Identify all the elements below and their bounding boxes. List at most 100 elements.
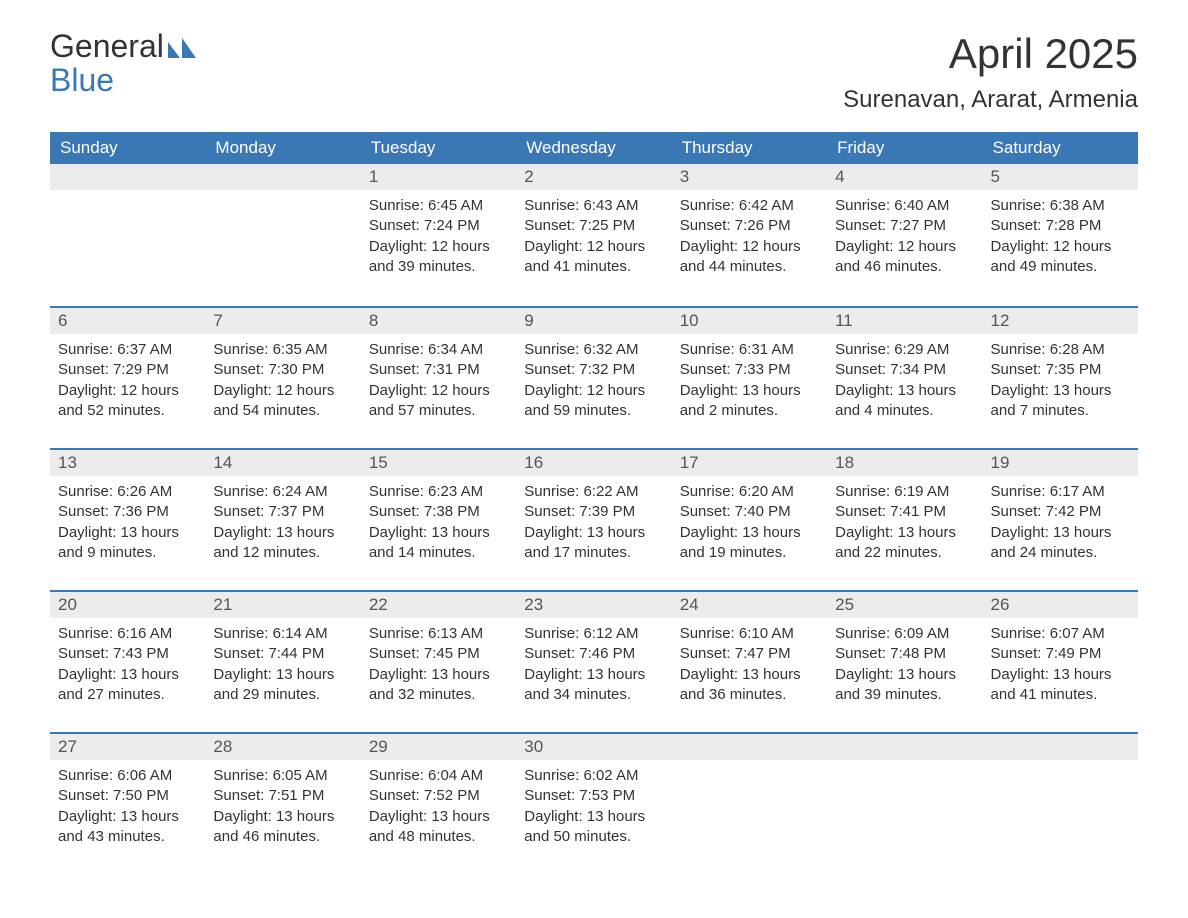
- day-body: Sunrise: 6:07 AMSunset: 7:49 PMDaylight:…: [983, 618, 1138, 709]
- calendar-cell: 16Sunrise: 6:22 AMSunset: 7:39 PMDayligh…: [516, 448, 671, 590]
- day-body: Sunrise: 6:32 AMSunset: 7:32 PMDaylight:…: [516, 334, 671, 425]
- sunrise-line: Sunrise: 6:40 AM: [835, 196, 974, 216]
- sunrise-line: Sunrise: 6:14 AM: [213, 624, 352, 644]
- sunrise-line: Sunrise: 6:32 AM: [524, 340, 663, 360]
- sunrise-line: Sunrise: 6:34 AM: [369, 340, 508, 360]
- day-number: 12: [983, 306, 1138, 334]
- logo: General Blue: [50, 30, 196, 97]
- day-body: Sunrise: 6:31 AMSunset: 7:33 PMDaylight:…: [672, 334, 827, 425]
- daylight-line: Daylight: 13 hours and 14 minutes.: [369, 523, 508, 564]
- sunrise-line: Sunrise: 6:20 AM: [680, 482, 819, 502]
- day-number: 13: [50, 448, 205, 476]
- page-header: General Blue April 2025 Surenavan, Arara…: [50, 30, 1138, 114]
- day-number: 26: [983, 590, 1138, 618]
- calendar-cell: [205, 164, 360, 306]
- sunrise-line: Sunrise: 6:16 AM: [58, 624, 197, 644]
- day-number: 20: [50, 590, 205, 618]
- day-number: 8: [361, 306, 516, 334]
- daylight-line: Daylight: 12 hours and 52 minutes.: [58, 381, 197, 422]
- day-body: Sunrise: 6:20 AMSunset: 7:40 PMDaylight:…: [672, 476, 827, 567]
- day-number: [827, 732, 982, 760]
- day-number: [983, 732, 1138, 760]
- day-body: Sunrise: 6:42 AMSunset: 7:26 PMDaylight:…: [672, 190, 827, 281]
- daylight-line: Daylight: 12 hours and 59 minutes.: [524, 381, 663, 422]
- calendar-cell: 6Sunrise: 6:37 AMSunset: 7:29 PMDaylight…: [50, 306, 205, 448]
- calendar-cell: [827, 732, 982, 874]
- daylight-line: Daylight: 13 hours and 12 minutes.: [213, 523, 352, 564]
- calendar-cell: 28Sunrise: 6:05 AMSunset: 7:51 PMDayligh…: [205, 732, 360, 874]
- day-body: Sunrise: 6:35 AMSunset: 7:30 PMDaylight:…: [205, 334, 360, 425]
- sunrise-line: Sunrise: 6:35 AM: [213, 340, 352, 360]
- daylight-line: Daylight: 12 hours and 39 minutes.: [369, 237, 508, 278]
- month-title: April 2025: [843, 30, 1138, 78]
- day-body: Sunrise: 6:06 AMSunset: 7:50 PMDaylight:…: [50, 760, 205, 851]
- calendar-cell: 26Sunrise: 6:07 AMSunset: 7:49 PMDayligh…: [983, 590, 1138, 732]
- weekday-header: Wednesday: [516, 132, 671, 164]
- day-body: Sunrise: 6:14 AMSunset: 7:44 PMDaylight:…: [205, 618, 360, 709]
- daylight-line: Daylight: 13 hours and 36 minutes.: [680, 665, 819, 706]
- calendar-cell: 22Sunrise: 6:13 AMSunset: 7:45 PMDayligh…: [361, 590, 516, 732]
- day-body: Sunrise: 6:23 AMSunset: 7:38 PMDaylight:…: [361, 476, 516, 567]
- calendar-cell: 1Sunrise: 6:45 AMSunset: 7:24 PMDaylight…: [361, 164, 516, 306]
- day-number: 15: [361, 448, 516, 476]
- day-number: 9: [516, 306, 671, 334]
- logo-text-1: General: [50, 30, 164, 64]
- calendar-row: 1Sunrise: 6:45 AMSunset: 7:24 PMDaylight…: [50, 164, 1138, 306]
- daylight-line: Daylight: 12 hours and 49 minutes.: [991, 237, 1130, 278]
- sunset-line: Sunset: 7:53 PM: [524, 786, 663, 806]
- day-number: 3: [672, 164, 827, 190]
- sunset-line: Sunset: 7:25 PM: [524, 216, 663, 236]
- day-number: 18: [827, 448, 982, 476]
- day-body: Sunrise: 6:22 AMSunset: 7:39 PMDaylight:…: [516, 476, 671, 567]
- calendar-cell: 19Sunrise: 6:17 AMSunset: 7:42 PMDayligh…: [983, 448, 1138, 590]
- day-body: Sunrise: 6:05 AMSunset: 7:51 PMDaylight:…: [205, 760, 360, 851]
- calendar-cell: 2Sunrise: 6:43 AMSunset: 7:25 PMDaylight…: [516, 164, 671, 306]
- calendar-cell: 30Sunrise: 6:02 AMSunset: 7:53 PMDayligh…: [516, 732, 671, 874]
- daylight-line: Daylight: 13 hours and 46 minutes.: [213, 807, 352, 848]
- calendar-cell: 17Sunrise: 6:20 AMSunset: 7:40 PMDayligh…: [672, 448, 827, 590]
- day-body: Sunrise: 6:10 AMSunset: 7:47 PMDaylight:…: [672, 618, 827, 709]
- day-body: Sunrise: 6:37 AMSunset: 7:29 PMDaylight:…: [50, 334, 205, 425]
- sunset-line: Sunset: 7:44 PM: [213, 644, 352, 664]
- sunset-line: Sunset: 7:31 PM: [369, 360, 508, 380]
- daylight-line: Daylight: 13 hours and 32 minutes.: [369, 665, 508, 706]
- sunrise-line: Sunrise: 6:38 AM: [991, 196, 1130, 216]
- sunset-line: Sunset: 7:36 PM: [58, 502, 197, 522]
- day-number: 10: [672, 306, 827, 334]
- daylight-line: Daylight: 13 hours and 7 minutes.: [991, 381, 1130, 422]
- day-number: 23: [516, 590, 671, 618]
- day-number: 28: [205, 732, 360, 760]
- calendar-cell: 13Sunrise: 6:26 AMSunset: 7:36 PMDayligh…: [50, 448, 205, 590]
- title-block: April 2025 Surenavan, Ararat, Armenia: [843, 30, 1138, 114]
- day-body: Sunrise: 6:13 AMSunset: 7:45 PMDaylight:…: [361, 618, 516, 709]
- sunset-line: Sunset: 7:45 PM: [369, 644, 508, 664]
- calendar-cell: 25Sunrise: 6:09 AMSunset: 7:48 PMDayligh…: [827, 590, 982, 732]
- weekday-header: Thursday: [672, 132, 827, 164]
- calendar-row: 20Sunrise: 6:16 AMSunset: 7:43 PMDayligh…: [50, 590, 1138, 732]
- sunrise-line: Sunrise: 6:02 AM: [524, 766, 663, 786]
- day-body: Sunrise: 6:45 AMSunset: 7:24 PMDaylight:…: [361, 190, 516, 281]
- calendar-cell: 24Sunrise: 6:10 AMSunset: 7:47 PMDayligh…: [672, 590, 827, 732]
- day-number: [50, 164, 205, 190]
- daylight-line: Daylight: 13 hours and 34 minutes.: [524, 665, 663, 706]
- daylight-line: Daylight: 12 hours and 46 minutes.: [835, 237, 974, 278]
- sunrise-line: Sunrise: 6:10 AM: [680, 624, 819, 644]
- sunset-line: Sunset: 7:49 PM: [991, 644, 1130, 664]
- calendar-row: 27Sunrise: 6:06 AMSunset: 7:50 PMDayligh…: [50, 732, 1138, 874]
- daylight-line: Daylight: 13 hours and 22 minutes.: [835, 523, 974, 564]
- sunrise-line: Sunrise: 6:04 AM: [369, 766, 508, 786]
- day-body: Sunrise: 6:34 AMSunset: 7:31 PMDaylight:…: [361, 334, 516, 425]
- day-body: Sunrise: 6:02 AMSunset: 7:53 PMDaylight:…: [516, 760, 671, 851]
- daylight-line: Daylight: 13 hours and 4 minutes.: [835, 381, 974, 422]
- day-number: 19: [983, 448, 1138, 476]
- calendar-cell: 15Sunrise: 6:23 AMSunset: 7:38 PMDayligh…: [361, 448, 516, 590]
- sunset-line: Sunset: 7:41 PM: [835, 502, 974, 522]
- calendar-cell: 7Sunrise: 6:35 AMSunset: 7:30 PMDaylight…: [205, 306, 360, 448]
- weekday-header-row: Sunday Monday Tuesday Wednesday Thursday…: [50, 132, 1138, 164]
- calendar-cell: 29Sunrise: 6:04 AMSunset: 7:52 PMDayligh…: [361, 732, 516, 874]
- sunset-line: Sunset: 7:34 PM: [835, 360, 974, 380]
- logo-text-2: Blue: [50, 64, 196, 98]
- sunrise-line: Sunrise: 6:37 AM: [58, 340, 197, 360]
- daylight-line: Daylight: 12 hours and 41 minutes.: [524, 237, 663, 278]
- calendar-table: Sunday Monday Tuesday Wednesday Thursday…: [50, 132, 1138, 874]
